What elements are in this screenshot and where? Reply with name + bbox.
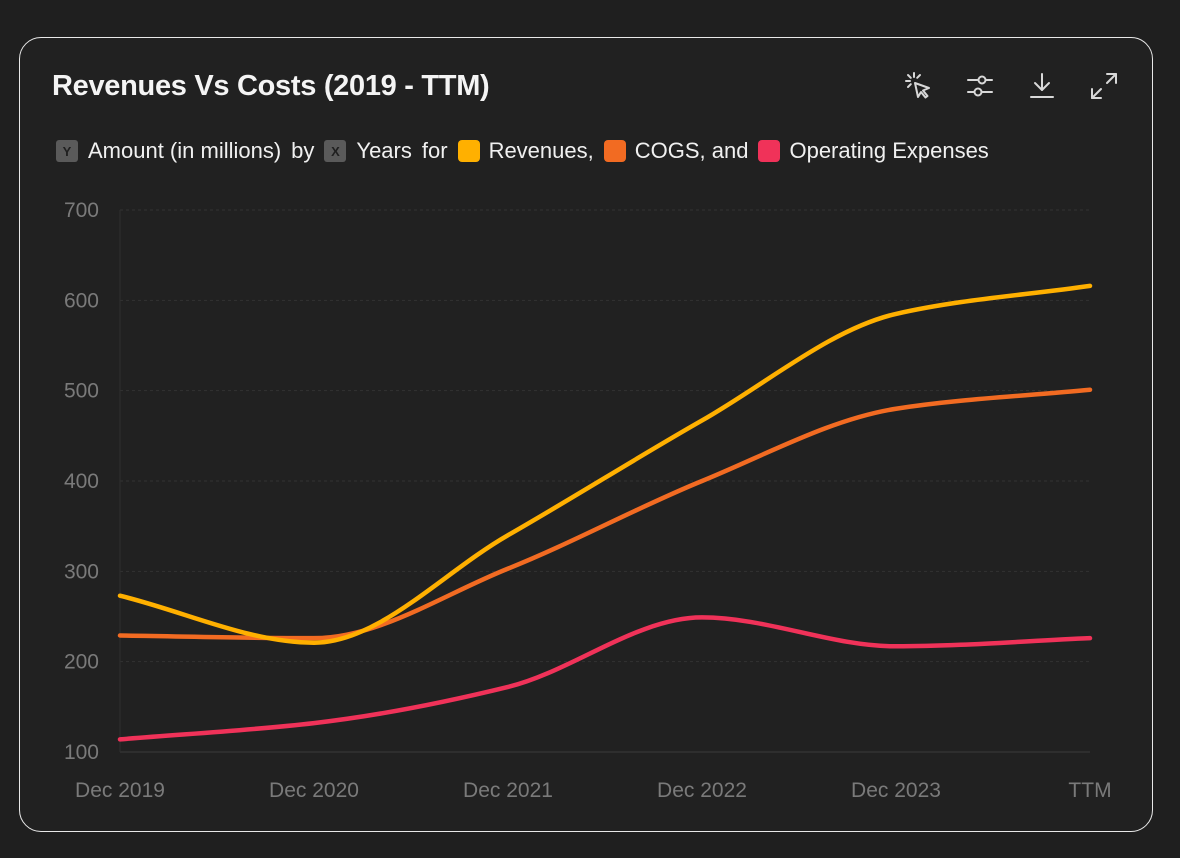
x-tick-label: Dec 2022: [657, 779, 747, 802]
legend-by-text: by: [291, 138, 315, 163]
y-tick-label: 600: [64, 289, 99, 312]
legend-for-text: for: [421, 138, 448, 163]
cogs-swatch: [603, 140, 626, 162]
expand-icon: [1091, 73, 1117, 99]
y-tick-label: 400: [64, 470, 99, 493]
x-axis-badge: X: [324, 140, 347, 162]
revenues-line: [117, 283, 1093, 645]
revenues-swatch: [457, 140, 480, 162]
y-axis-badge: Y: [56, 140, 78, 162]
x-tick-label: Dec 2023: [851, 779, 941, 802]
legend-item-operating-expenses[interactable]: Operating Expenses: [789, 138, 989, 163]
expand-button[interactable]: [1086, 68, 1122, 104]
y-tick-label: 700: [64, 199, 99, 222]
operating-expenses-swatch: [758, 140, 781, 162]
y-tick-label: 100: [64, 741, 99, 764]
x-axis-description: Years: [356, 138, 412, 163]
chart-card: [19, 37, 1153, 832]
download-button[interactable]: [1024, 68, 1060, 104]
y-tick-label: 500: [64, 380, 99, 403]
x-tick-label: TTM: [1068, 779, 1111, 802]
sliders-icon: [967, 75, 993, 97]
cursor-click-icon: [905, 72, 930, 99]
x-tick-label: Dec 2020: [269, 779, 359, 802]
cogs-line: [117, 387, 1093, 641]
legend-item-revenues[interactable]: Revenues,: [488, 138, 594, 163]
x-tick-label: Dec 2021: [463, 779, 553, 802]
operating-expenses-line: [117, 615, 1093, 742]
chart-toolbar: [900, 68, 1122, 104]
x-tick-label: Dec 2019: [75, 779, 165, 802]
chart-title: Revenues Vs Costs (2019 - TTM): [52, 70, 490, 102]
chart-legend: Y Amount (in millions) by X Years for Re…: [56, 138, 999, 164]
y-tick-label: 200: [64, 651, 99, 674]
adjust-button[interactable]: [962, 68, 998, 104]
download-icon: [1030, 73, 1054, 98]
y-axis-description: Amount (in millions): [88, 138, 282, 163]
select-tool-button[interactable]: [900, 68, 936, 104]
y-tick-label: 300: [64, 560, 99, 583]
legend-item-cogs[interactable]: COGS, and: [634, 138, 749, 163]
